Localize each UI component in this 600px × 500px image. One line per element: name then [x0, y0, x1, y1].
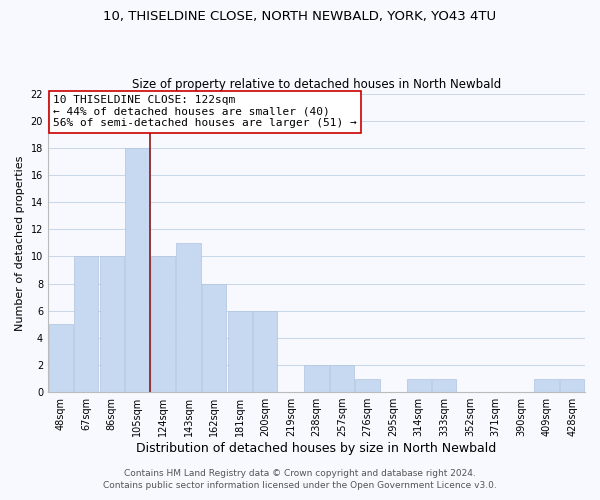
Bar — [432, 378, 457, 392]
Bar — [125, 148, 149, 392]
Text: Contains HM Land Registry data © Crown copyright and database right 2024.
Contai: Contains HM Land Registry data © Crown c… — [103, 468, 497, 490]
Bar — [253, 310, 277, 392]
Bar — [227, 310, 252, 392]
Bar — [74, 256, 98, 392]
Y-axis label: Number of detached properties: Number of detached properties — [15, 155, 25, 330]
Bar — [151, 256, 175, 392]
Bar — [535, 378, 559, 392]
Bar — [49, 324, 73, 392]
Bar — [202, 284, 226, 392]
Title: Size of property relative to detached houses in North Newbald: Size of property relative to detached ho… — [132, 78, 501, 91]
Text: 10 THISELDINE CLOSE: 122sqm
← 44% of detached houses are smaller (40)
56% of sem: 10 THISELDINE CLOSE: 122sqm ← 44% of det… — [53, 95, 357, 128]
Text: 10, THISELDINE CLOSE, NORTH NEWBALD, YORK, YO43 4TU: 10, THISELDINE CLOSE, NORTH NEWBALD, YOR… — [103, 10, 497, 23]
Bar — [560, 378, 584, 392]
Bar — [100, 256, 124, 392]
Bar — [176, 243, 201, 392]
Bar — [355, 378, 380, 392]
Bar — [330, 365, 354, 392]
X-axis label: Distribution of detached houses by size in North Newbald: Distribution of detached houses by size … — [136, 442, 497, 455]
Bar — [304, 365, 329, 392]
Bar — [407, 378, 431, 392]
